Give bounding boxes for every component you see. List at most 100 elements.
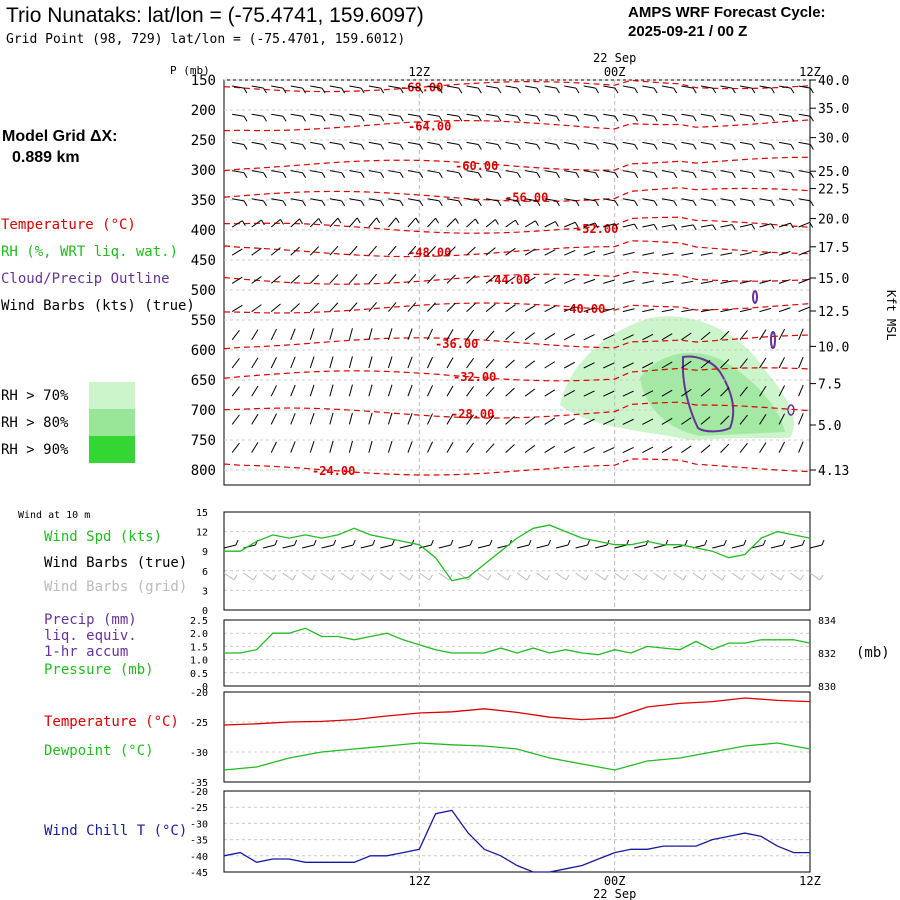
wind-barb bbox=[798, 356, 804, 369]
wind-barb bbox=[563, 390, 575, 397]
wind-barb-flag bbox=[282, 87, 287, 94]
wind-barbs-grid-label: Wind Barbs (grid) bbox=[44, 579, 188, 595]
wind-barb bbox=[309, 412, 315, 425]
time-top-label: 12Z bbox=[799, 65, 821, 79]
wind-barb-flag bbox=[614, 144, 619, 150]
wind-barb-flag bbox=[809, 87, 814, 94]
wind-barb bbox=[485, 247, 496, 256]
wind-barb-grid-flag bbox=[350, 574, 355, 581]
wind-barb bbox=[466, 85, 479, 89]
wind-barb bbox=[642, 170, 655, 174]
wind-barb bbox=[642, 333, 654, 341]
wind-barb bbox=[368, 302, 377, 312]
grid-point-label: Grid Point (98, 729) lat/lon = (-75.4701… bbox=[6, 32, 406, 47]
wind-barb-flag bbox=[477, 172, 482, 178]
wind-barb bbox=[407, 302, 417, 312]
wind-barb-flag bbox=[438, 116, 443, 122]
wind-barb bbox=[349, 198, 362, 202]
wind-barb bbox=[466, 246, 476, 256]
wind-barb-true bbox=[458, 544, 471, 549]
precip-tick-label: 1.0 bbox=[190, 656, 208, 667]
wind-barb bbox=[681, 113, 694, 117]
pressure-label: Pressure (mb) bbox=[44, 662, 154, 678]
wind-barb-flag bbox=[731, 144, 736, 150]
wind-barb bbox=[544, 198, 557, 202]
wind-barb-grid bbox=[672, 572, 684, 581]
wind-barb bbox=[583, 307, 596, 313]
wind-barb bbox=[661, 361, 673, 369]
wind-barb bbox=[329, 384, 334, 397]
wind-barb-grid bbox=[712, 572, 723, 581]
wind-barb bbox=[544, 389, 556, 397]
wind-barb bbox=[700, 416, 711, 425]
wind-barb bbox=[622, 390, 634, 397]
wind-barb bbox=[681, 141, 694, 145]
wind-barb bbox=[270, 275, 281, 284]
wind-barb-true bbox=[360, 544, 373, 549]
wind-barb-flag bbox=[380, 144, 385, 150]
wind-barb bbox=[622, 113, 635, 117]
page-title: Trio Nunataks: lat/lon = (-75.4741, 159.… bbox=[6, 4, 424, 27]
wind-barb-flag bbox=[299, 218, 303, 225]
pressure-tick-label: 600 bbox=[191, 343, 216, 359]
pressure-tick-label: 750 bbox=[191, 433, 216, 449]
wind-barb bbox=[700, 252, 713, 256]
wind-barb-flag bbox=[712, 224, 717, 231]
wind-barb-grid-flag bbox=[253, 574, 257, 581]
precip-label: Precip (mm) bbox=[44, 612, 137, 628]
wind-barb bbox=[290, 113, 303, 117]
wind-barb-true bbox=[653, 544, 666, 549]
wind-barb-grid-flag bbox=[428, 574, 433, 581]
temperature-tick-label: -25 bbox=[190, 718, 208, 729]
wind-barb bbox=[661, 224, 674, 228]
wind-barb-flag bbox=[575, 172, 580, 178]
precip-tick-label: 0.5 bbox=[190, 669, 208, 680]
wind-barb bbox=[778, 307, 791, 313]
wind-barb bbox=[622, 334, 634, 341]
wind-barb bbox=[466, 274, 476, 284]
windchill-tick-label: -20 bbox=[190, 787, 208, 798]
pressure-tick-label: 700 bbox=[191, 403, 216, 419]
wind-barb bbox=[231, 358, 240, 369]
wind-barb-flag bbox=[536, 87, 541, 94]
windchill-line bbox=[223, 809, 810, 873]
temperature-contour bbox=[223, 270, 811, 285]
wind-barb bbox=[603, 279, 615, 284]
wind-barbs-true-label: Wind Barbs (true) bbox=[44, 555, 188, 571]
wind-barb-flag bbox=[263, 172, 267, 178]
wind-barb bbox=[231, 248, 243, 256]
wind-barb bbox=[720, 252, 733, 256]
wind-barb bbox=[720, 141, 733, 145]
wind-barb-flag bbox=[673, 200, 678, 207]
wind-barb bbox=[681, 417, 692, 425]
height-tick-label: 7.5 bbox=[818, 378, 841, 393]
wind-barb bbox=[329, 274, 339, 284]
pressure-tick-label: 830 bbox=[818, 682, 836, 693]
wind-barb bbox=[407, 328, 413, 340]
wind-barb-flag bbox=[556, 200, 560, 207]
wind-barb-flag bbox=[536, 172, 541, 178]
wind-speed-tick-label: 12 bbox=[196, 528, 208, 539]
wind-barb bbox=[759, 141, 772, 145]
wind-barb bbox=[290, 303, 300, 312]
wind-barb bbox=[563, 333, 575, 341]
wind-barb-true bbox=[262, 544, 276, 549]
wind-barb-grid-flag bbox=[507, 574, 511, 581]
wind-barb bbox=[642, 418, 654, 425]
wind-barb bbox=[603, 447, 615, 454]
wind-barb bbox=[309, 218, 320, 228]
wind-barb-flag bbox=[751, 200, 756, 207]
wind-barb bbox=[525, 170, 538, 174]
wind-barb bbox=[466, 218, 476, 228]
wind-barb-true-flag bbox=[704, 539, 708, 546]
wind-barb-grid bbox=[790, 572, 801, 581]
wind-barb-true-flag bbox=[743, 539, 747, 546]
wind-barb bbox=[661, 252, 674, 256]
height-tick-label: 20.0 bbox=[818, 213, 849, 228]
wind-barb bbox=[583, 362, 595, 369]
wind-barb-true bbox=[321, 544, 334, 549]
temperature-tick-label: -35 bbox=[190, 778, 208, 789]
wind-barb-flag bbox=[653, 87, 658, 94]
wind-barb bbox=[798, 198, 811, 202]
wind-barb bbox=[407, 356, 413, 369]
